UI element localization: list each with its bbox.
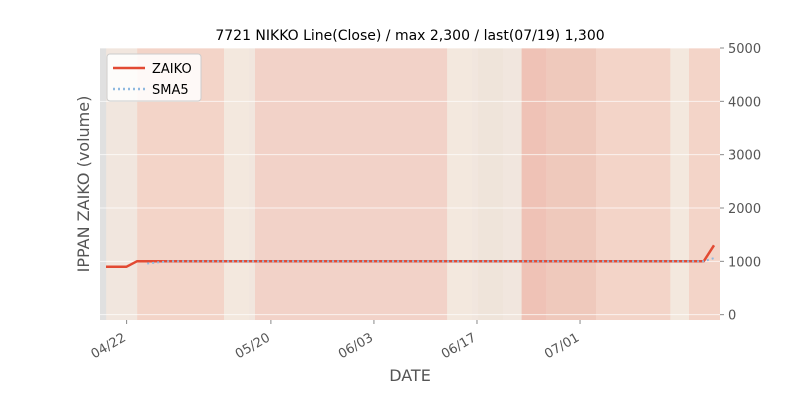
legend-box [106,53,202,102]
legend-label-zaiko: ZAIKO [152,62,192,77]
volume-band-2 [224,48,249,320]
volume-band-8 [596,48,671,320]
y-tick-label-2000: 2000 [728,202,761,217]
legend: ZAIKO SMA5 [106,53,202,102]
x-axis-label: DATE [389,366,431,385]
volume-band-6 [521,48,547,320]
series-lines [106,244,716,268]
y-tick-label-4000: 4000 [728,95,761,110]
y-axis-ticks: 0 1000 2000 3000 4000 5000 [720,42,761,324]
volume-band-9 [670,48,689,320]
volume-band-10 [689,48,720,320]
volume-band-5 [478,48,503,320]
y-tick-label-0: 0 [728,309,736,324]
y-tick-label-3000: 3000 [728,149,761,164]
y-tick-label-1000: 1000 [728,255,761,270]
y-axis-label: IPPAN ZAIKO (volume) [74,96,93,273]
legend-label-sma5: SMA5 [152,83,189,98]
chart-title: 7721 NIKKO Line(Close) / max 2,300 / las… [215,28,604,44]
volume-band-0 [100,48,107,320]
y-tick-label-5000: 5000 [728,42,761,57]
volume-band-4 [447,48,472,320]
volume-band-7 [546,48,596,320]
volume-bands [100,48,720,320]
volume-band-3 [255,48,448,320]
